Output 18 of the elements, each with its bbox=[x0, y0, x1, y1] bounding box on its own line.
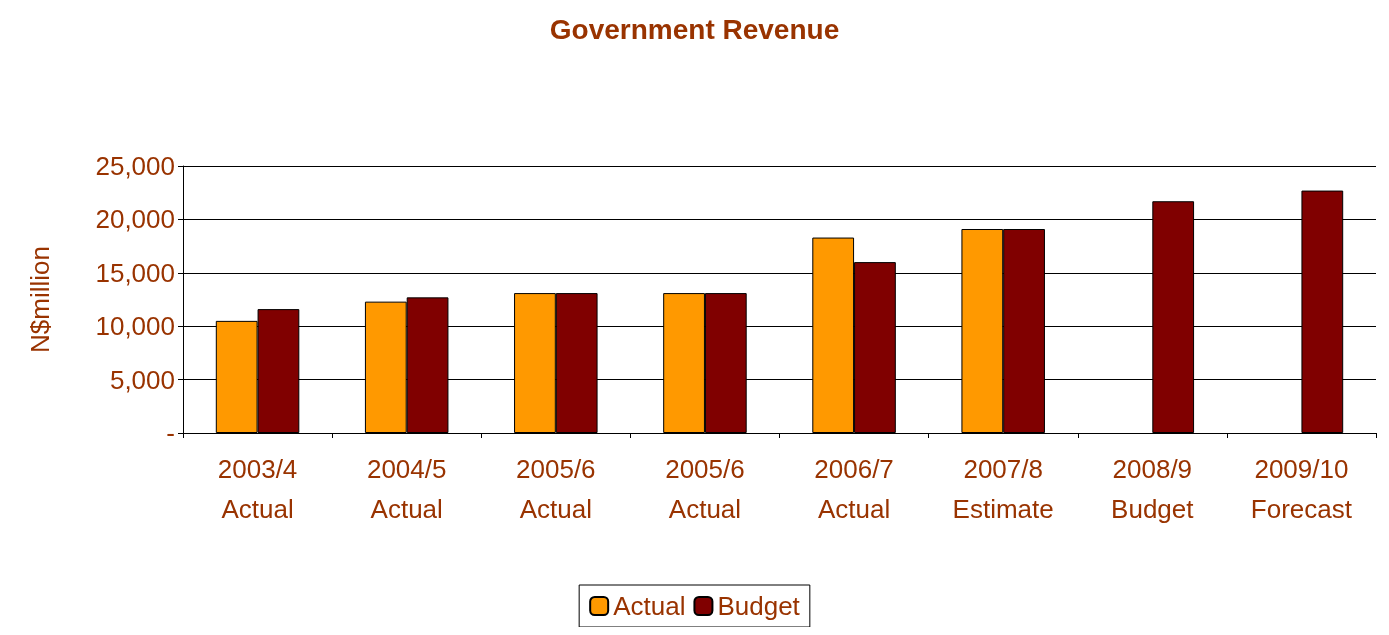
x-tick-label: 2007/8 Estimate bbox=[952, 454, 1054, 524]
x-tick-label: 2008/9 Budget bbox=[1111, 454, 1195, 524]
y-tick-label: - bbox=[166, 418, 175, 448]
x-tick-label: 2009/10 Forecast bbox=[1250, 454, 1353, 524]
y-axis-title: N$million bbox=[25, 246, 55, 353]
x-tick-label: 2005/6 Actual bbox=[516, 454, 596, 524]
y-tick-label: 20,000 bbox=[95, 204, 175, 235]
x-tick-label: 2003/4 Actual bbox=[217, 454, 298, 524]
y-tick-label: 15,000 bbox=[95, 257, 175, 288]
legend-label: Actual bbox=[613, 591, 686, 621]
y-tick-label: 25,000 bbox=[95, 151, 175, 181]
legend-label: Budget bbox=[717, 591, 801, 621]
y-tick-label: 5,000 bbox=[109, 364, 175, 395]
chart-title: Government Revenue bbox=[549, 13, 840, 45]
y-tick-label: 10,000 bbox=[95, 311, 175, 342]
x-tick-label: 2004/5 Actual bbox=[366, 454, 447, 524]
x-tick-label: 2006/7 Actual bbox=[814, 454, 894, 524]
x-tick-label: 2005/6 Actual bbox=[665, 454, 745, 524]
